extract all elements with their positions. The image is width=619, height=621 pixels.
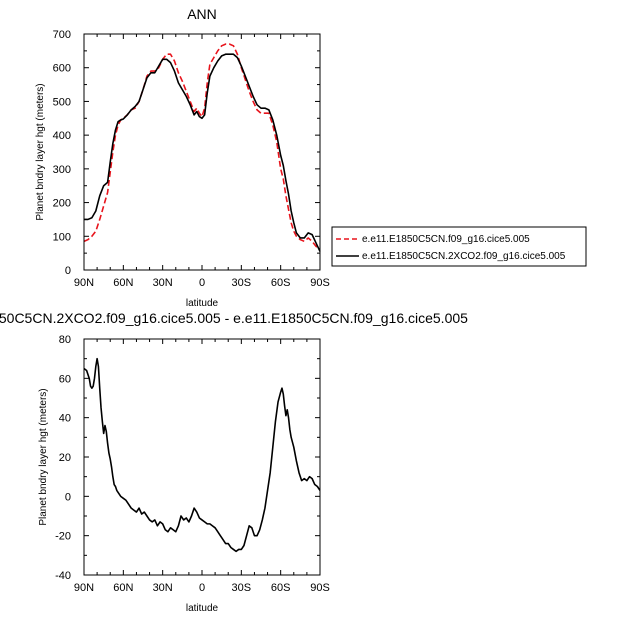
top-x-axis-title: latitude: [186, 298, 219, 309]
bottom-y-tick-label: -20: [55, 531, 71, 543]
top-x-tick-label: 30S: [232, 277, 252, 289]
top-y-tick-label: 400: [53, 130, 71, 142]
top-y-tick-label: 500: [53, 96, 71, 108]
bottom-chart-title: e.e11.E1850C5CN.2XCO2.f09_g16.cice5.005 …: [0, 310, 468, 326]
top-x-tick-label: 60N: [113, 277, 133, 289]
bottom-plot-frame: [83, 338, 321, 576]
top-y-tick-label: 300: [53, 164, 71, 176]
top-x-tick-label: 90N: [74, 277, 94, 289]
top-y-tick-label: 700: [53, 29, 71, 41]
top-y-tick-label: 0: [65, 265, 71, 277]
legend-box: [331, 226, 587, 267]
top-plot-frame: [83, 33, 321, 271]
bottom-axis-ticks: 90N 60N 30N 0 30S 60S 90S -40 -20 0 20 40 60 80: [55, 334, 330, 594]
bottom-x-tick-label: 60S: [271, 582, 291, 594]
bottom-y-tick-label: 40: [59, 413, 71, 425]
bottom-y-tick-label: -40: [55, 570, 71, 582]
top-chart-title: ANN: [187, 6, 217, 22]
top-y-tick-label: 100: [53, 231, 71, 243]
bottom-series-line-1: [83, 357, 321, 553]
bottom-x-tick-label: 90S: [310, 582, 330, 594]
bottom-x-tick-label: 90N: [74, 582, 94, 594]
top-x-tick-label: 30N: [153, 277, 173, 289]
bottom-x-tick-label: 30S: [232, 582, 252, 594]
legend-label-series-2: e.e11.E1850C5CN.2XCO2.f09_g16.cice5.005: [362, 251, 566, 262]
bottom-y-tick-label: 20: [59, 452, 71, 464]
top-x-tick-label: 90S: [310, 277, 330, 289]
top-series-group: [83, 43, 321, 252]
bottom-x-tick-label: 30N: [153, 582, 173, 594]
top-x-tick-label: 60S: [271, 277, 291, 289]
bottom-y-axis-title: Planet bndry layer hgt (meters): [38, 388, 49, 525]
top-series-line-2: [84, 53, 321, 252]
top-series-line-1: [83, 43, 321, 251]
top-y-tick-label: 200: [53, 198, 71, 210]
bottom-y-tick-label: 0: [65, 491, 71, 503]
bottom-x-tick-label: 60N: [113, 582, 133, 594]
bottom-x-axis-title: latitude: [186, 603, 219, 614]
top-y-axis-title: Planet bndry layer hgt (meters): [35, 83, 46, 220]
bottom-panel: e.e11.E1850C5CN.2XCO2.f09_g16.cice5.005 …: [0, 310, 468, 614]
top-x-tick-label: 0: [199, 277, 205, 289]
top-axis-ticks: 90N 60N 30N 0 30S 60S 90S 0 100 200 300 400 500 600 70…: [53, 29, 330, 289]
top-y-tick-label: 600: [53, 63, 71, 75]
top-panel: ANN 90N 60N 30N 0 30S 60S 90S 0 100 200 300 400 500 6…: [35, 6, 330, 309]
bottom-y-tick-label: 60: [59, 373, 71, 385]
bottom-x-tick-label: 0: [199, 582, 205, 594]
bottom-series-group: [83, 357, 321, 553]
legend: e.e11.E1850C5CN.f09_g16.cice5.005 e.e11.…: [331, 226, 587, 267]
legend-label-series-1: e.e11.E1850C5CN.f09_g16.cice5.005: [362, 234, 530, 245]
bottom-y-tick-label: 80: [59, 334, 71, 346]
